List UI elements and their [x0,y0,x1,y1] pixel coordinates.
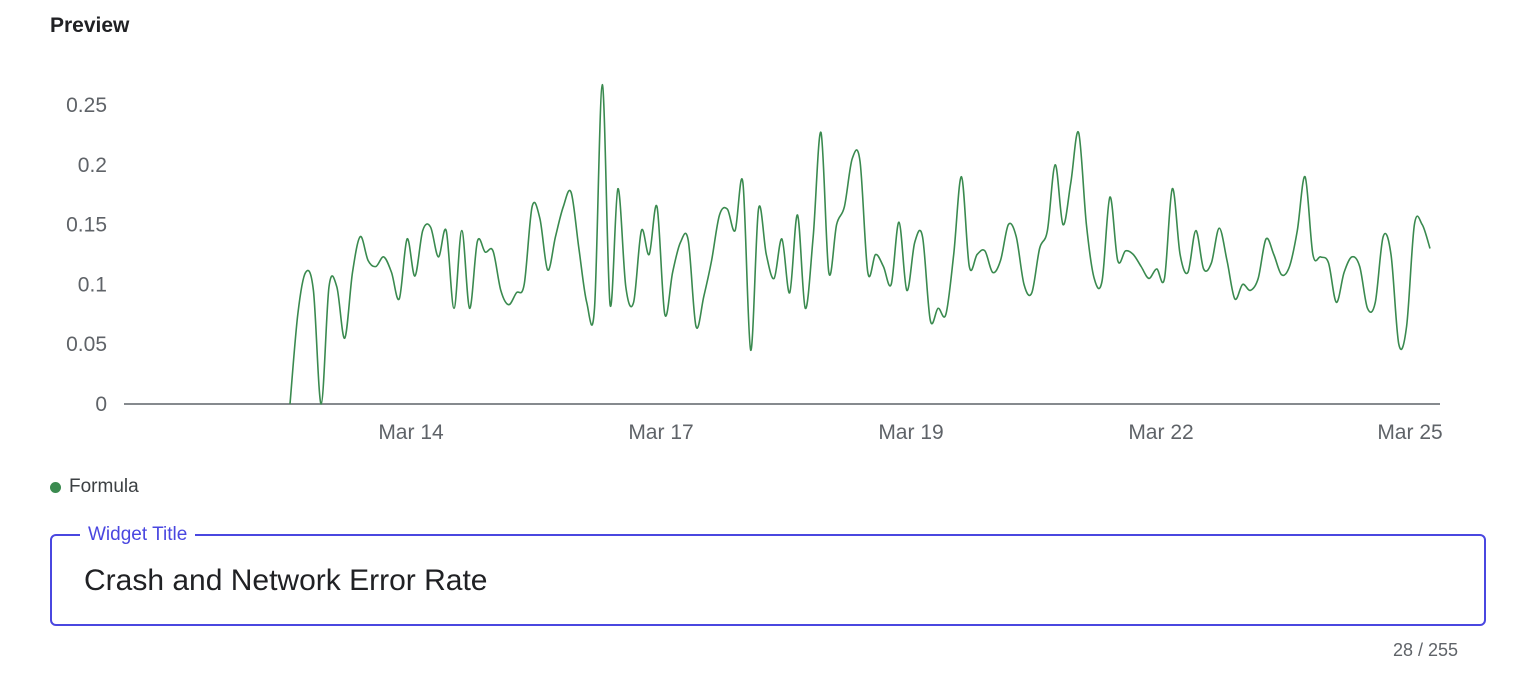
y-tick-label: 0.1 [78,273,107,296]
y-tick-label: 0.25 [66,94,107,117]
y-tick-label: 0.05 [66,333,107,356]
x-tick-label: Mar 22 [1128,421,1193,444]
preview-heading: Preview [50,14,130,37]
series-layer [289,83,1431,405]
x-tick-label: Mar 25 [1377,421,1442,444]
x-tick-label: Mar 19 [878,421,943,444]
y-tick-label: 0 [95,393,107,416]
y-tick-label: 0.2 [78,154,107,177]
x-axis-tick-labels: Mar 14 Mar 17 Mar 19 Mar 22 Mar 25 [378,421,1442,444]
y-tick-label: 0.15 [66,214,107,237]
x-tick-label: Mar 14 [378,421,444,444]
widget-title-input[interactable] [84,564,1444,598]
legend-color-dot-icon [50,481,61,493]
character-counter: 28 / 255 [1392,640,1458,660]
legend-label-formula: Formula [69,476,139,497]
y-axis-tick-labels: 0 0.05 0.1 0.15 0.2 0.25 [66,94,107,416]
widget-title-label: Widget Title [80,524,196,546]
chart-legend: Formula [50,476,139,498]
x-tick-label: Mar 17 [628,421,693,444]
widget-title-field[interactable]: Widget Title [50,524,1486,626]
series-line-formula [289,83,1431,405]
line-chart: 00.050.10.150.20.25 Mar 14 Mar 17 Mar 19 Ma… [66,83,1443,444]
